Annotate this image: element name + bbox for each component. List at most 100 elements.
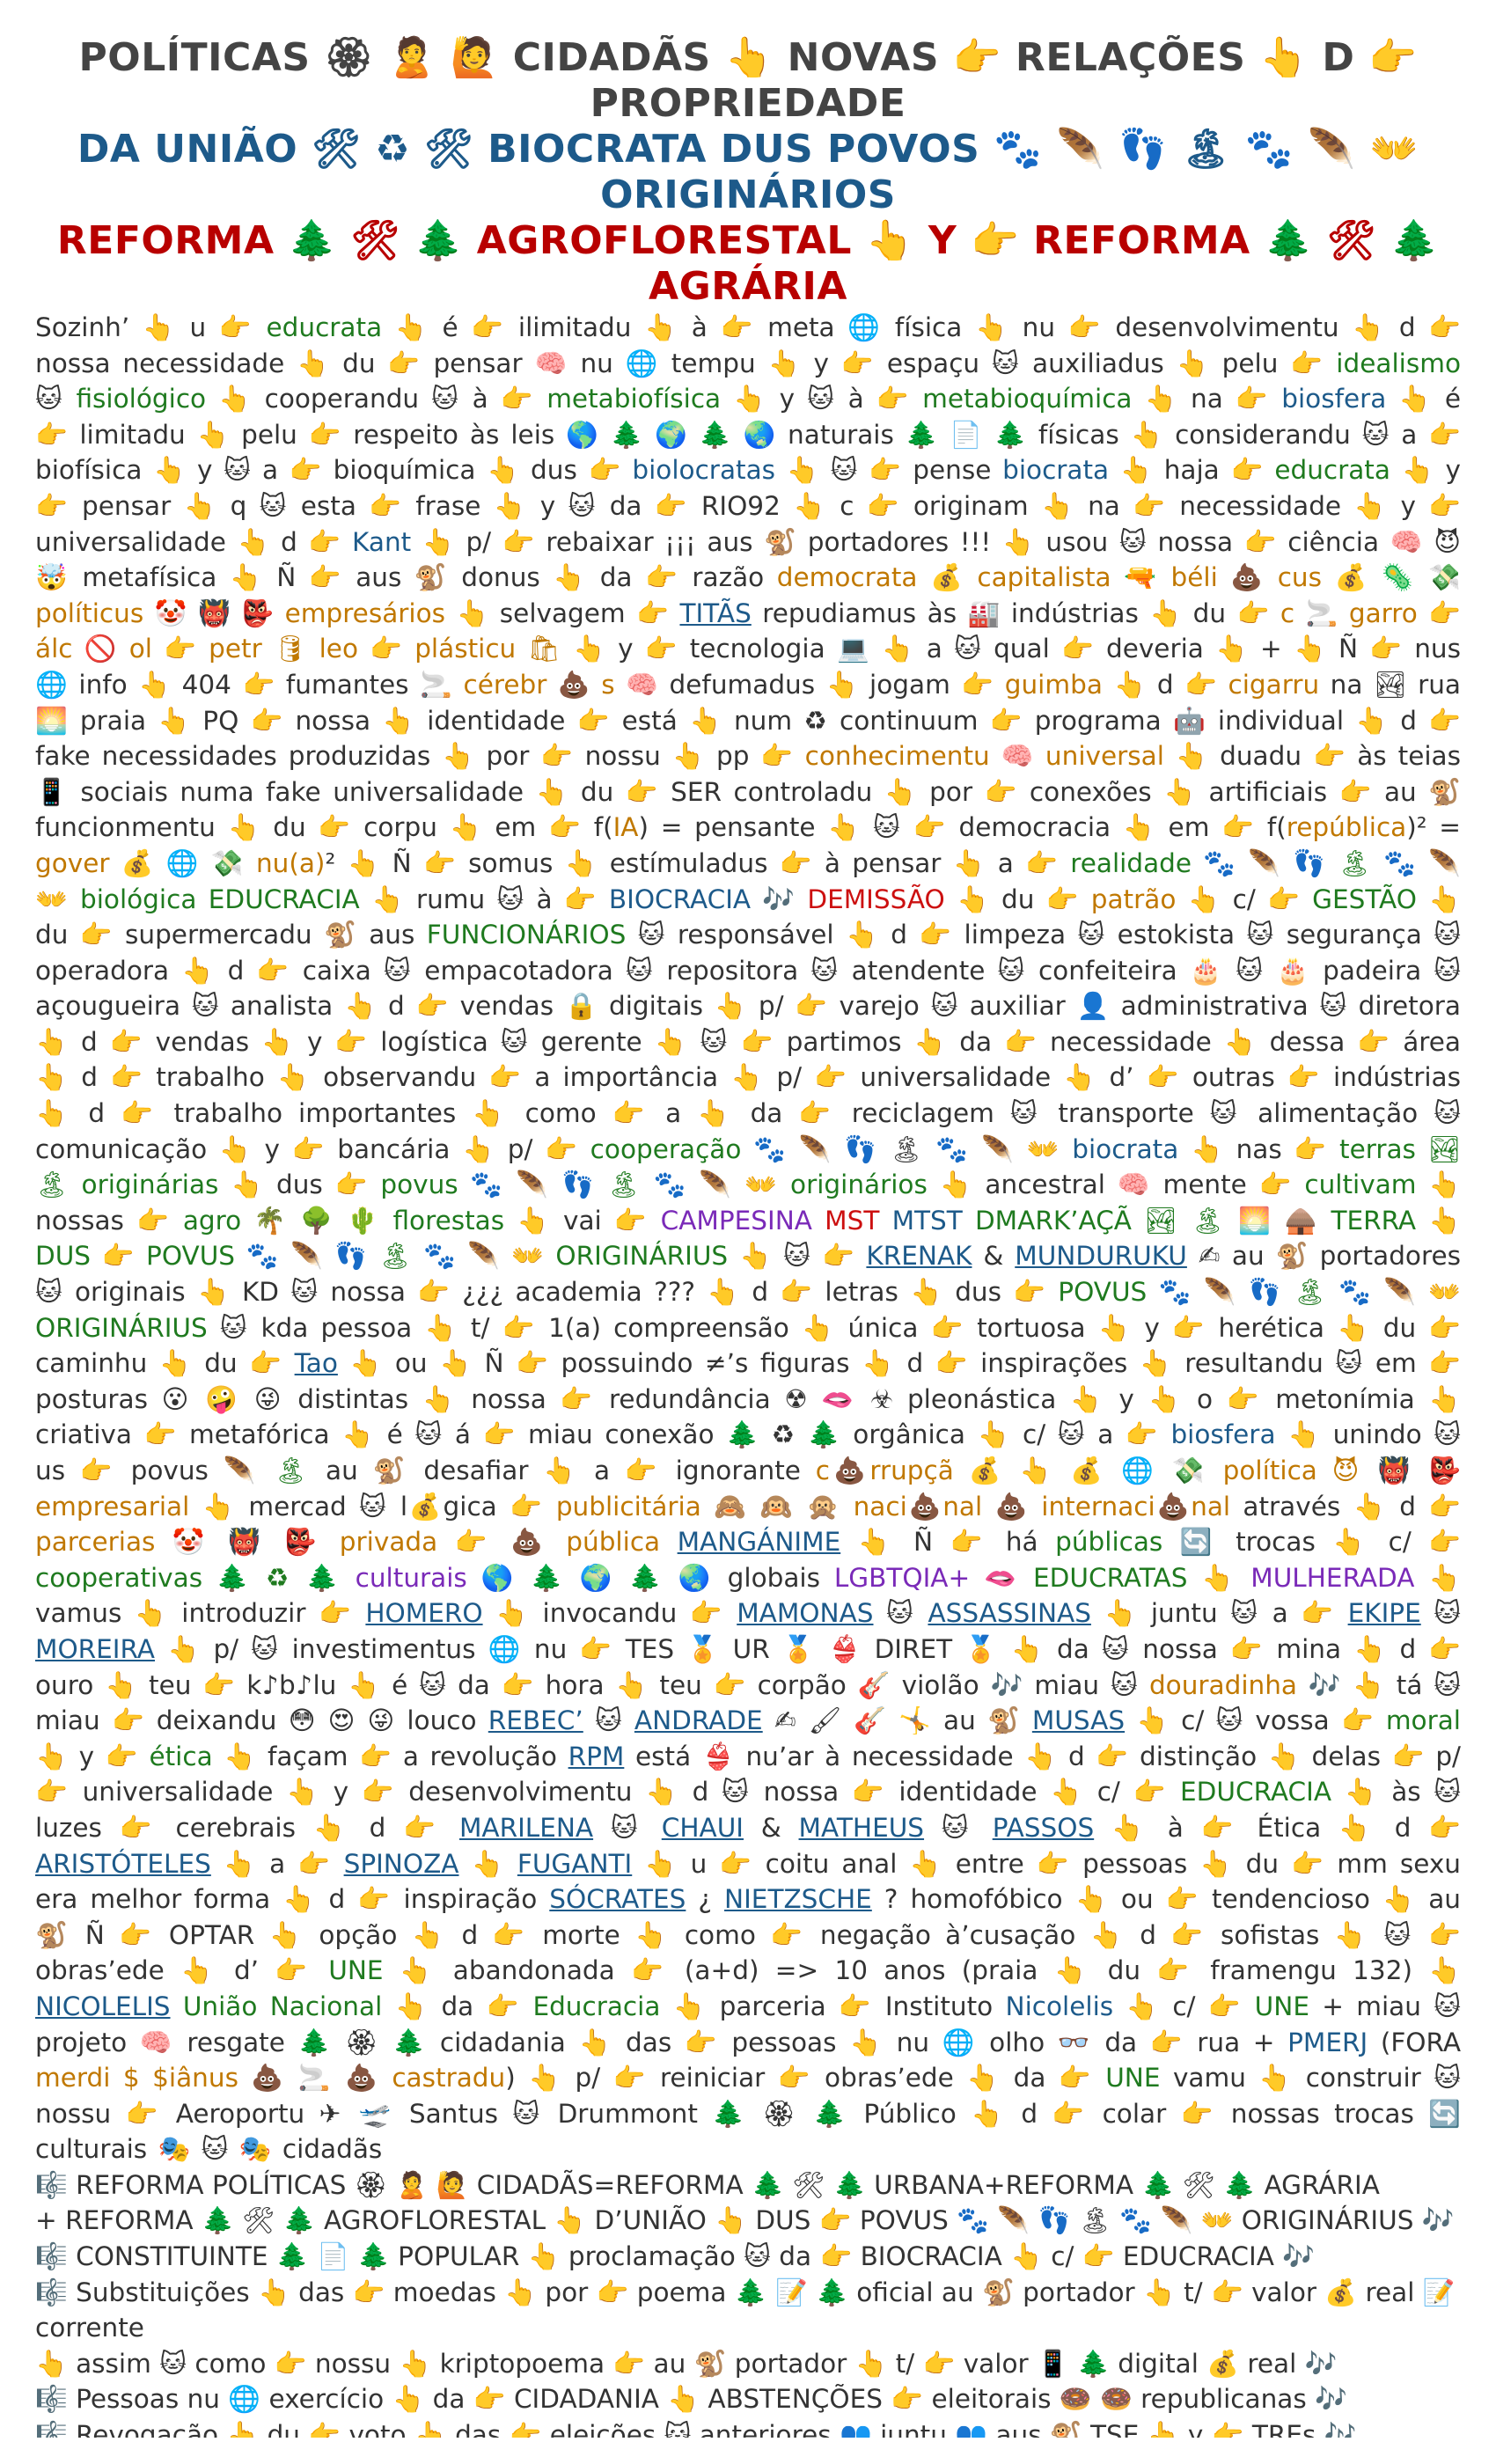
text-run	[316, 2205, 324, 2235]
text-run: CONSTITUINTE 🌲 📄 🌲 POPULAR	[76, 2241, 520, 2272]
text-run[interactable]: MUSAS	[1031, 1705, 1126, 1736]
text-run: cooperação	[590, 1133, 742, 1164]
list-item: 🎼 Substituições 👆 das 👉 moedas 👆 por 👉 p…	[35, 2275, 1461, 2346]
text-run: 🎶 👆 tá 🐱 miau 👉 deixandu 😳 😍 😜 louco	[35, 1669, 1461, 1736]
text-run[interactable]: PASSOS	[992, 1812, 1095, 1843]
text-run: 👆 du 👉 supermercadu 🐒 aus	[35, 884, 1461, 950]
title-line-3: REFORMA 🌲 🛠 🌲 AGROFLORESTAL 👆 Y 👉 REFORM…	[56, 218, 1440, 309]
text-run: 👆 às 🐱 luzes 👉 cerebrais 👆 d 👉	[35, 1777, 1461, 1843]
text-run: 👆 façam 👉 a revolução	[212, 1741, 568, 1771]
text-run: educrata	[266, 312, 383, 342]
text-run[interactable]: MARILENA	[458, 1812, 594, 1843]
text-run: PMERJ	[1287, 2027, 1368, 2057]
reform-list: 🎼 REFORMA POLÍTICAS 🏵 🙎 🙋 CIDADÃS= REFORM…	[35, 2167, 1461, 2438]
text-run: &	[972, 1241, 1016, 1272]
text-run: 🐱 kda pessoa 👆 t/ 👉 1(a) compreensão 👆 ú…	[35, 1312, 1461, 1379]
text-run[interactable]: Tao	[294, 1348, 338, 1379]
text-run: 👆 duadu 👉 às teias 📱 sociais numa fake u…	[35, 741, 1461, 843]
text-run: DMARK’AÇÃ 🏞 🏝 🌅 🛖 TERRA 👆 DUS 👉 POVUS 🐾 …	[35, 1205, 1461, 1272]
text-run: 👆 é 👉 limitadu 👆 pelu 👉 respeito às leis…	[35, 384, 1461, 486]
text-run: au 🐒 desafiar 👆 a 👉 ignorante	[311, 1456, 816, 1485]
text-run[interactable]: MAMONAS	[737, 1598, 874, 1629]
text-run[interactable]: FUGANTI	[517, 1848, 633, 1879]
text-run: 🎶	[1273, 2241, 1316, 2272]
text-run[interactable]: EKIPE	[1347, 1598, 1421, 1629]
text-run: CAMPESINA	[660, 1205, 812, 1236]
text-run: BIOCRACIA	[608, 884, 752, 914]
text-run: UNE	[328, 1955, 384, 1986]
text-run: 👆 assim 🐱 como 👉 nossu 👆 kriptopoema 👉 a…	[35, 2348, 1338, 2379]
text-run[interactable]: ARISTÓTELES	[35, 1848, 211, 1879]
text-run: patrão	[1090, 884, 1177, 914]
list-item: 🎼 Revogação 👆 du 👉 voto 👆 das 👉 eleições…	[35, 2417, 1461, 2438]
text-run: DEMISSÃO	[807, 884, 945, 914]
text-run: ) = pensante 👆 🐱 👉 democracia 👆 em 👉 f(	[638, 812, 1287, 843]
text-run[interactable]: KRENAK	[866, 1241, 972, 1272]
text-run: agro 🌴 🌳 🌵 florestas	[182, 1205, 505, 1236]
text-run[interactable]: SPINOZA	[343, 1848, 459, 1879]
text-run: 👆 mercad 🐱 l💰gica 👉	[189, 1491, 556, 1522]
text-run: 👆 invocandu 👉	[482, 1598, 737, 1629]
text-run: 🐱	[593, 1812, 662, 1843]
text-run[interactable]: MANGÁNIME	[677, 1527, 841, 1558]
text-run[interactable]: CHAUI	[661, 1812, 744, 1843]
title-line-1: POLÍTICAS 🏵 🙎 🙋 CIDADÃS 👆 NOVAS 👉 RELAÇÕ…	[78, 35, 1418, 126]
list-item: 🎼 Pessoas nu 🌐 exercício 👆 da 👉 CIDADANI…	[35, 2381, 1461, 2417]
text-run: douradinha	[1148, 1669, 1298, 1700]
text-run: 👆 D’UNIÃO 👆 DUS 👉	[546, 2205, 860, 2236]
text-run: Nicolelis	[1005, 1991, 1114, 2021]
text-run: UNE	[1105, 2063, 1161, 2094]
document-page: POLÍTICAS 🏵 🙎 🙋 CIDADÃS 👆 NOVAS 👉 RELAÇÕ…	[35, 35, 1461, 2438]
text-run: 👆 selvagem 👉	[445, 598, 680, 628]
text-run: idealismo	[1336, 348, 1461, 378]
text-run: ¿	[686, 1884, 725, 1915]
text-run: &	[744, 1812, 799, 1843]
text-run: POVUS 🐾 🪶 👣 🏝 🐾 🪶 👐 ORIGINÁRIUS	[859, 2205, 1414, 2236]
text-run: 🌎 🌲 🌍 🌲 🌏 globais	[466, 1562, 834, 1593]
text-run[interactable]: MOREIRA	[35, 1633, 155, 1664]
text-run: 🐱	[924, 1812, 993, 1843]
text-run: 👆 🐱 👉 pense	[775, 455, 1003, 486]
text-run[interactable]: ANDRADE	[634, 1705, 763, 1736]
text-run: 👆 c/ 👉	[1001, 2241, 1123, 2272]
text-run: 👆 y 🐱 à 👉	[721, 384, 923, 414]
text-run: 🎼 REFORMA POLÍTICAS 🏵 🙎 🙋 CIDADÃS=	[35, 2169, 616, 2200]
text-run: POVUS 🐾 🪶 👣 🏝 🐾 🪶 👐 ORIGINÁRIUS	[35, 1277, 1461, 1343]
text-run: 👆 🐱 👉	[728, 1241, 867, 1272]
text-run: defumadus 👆 jogam 👉	[658, 669, 1005, 700]
text-run[interactable]: NIETZSCHE	[724, 1884, 872, 1915]
text-run: povus 🐾 🪶 👣 🏝 🐾 🪶 👐 originários	[380, 1170, 928, 1200]
text-run[interactable]: TITÃS	[679, 598, 752, 628]
text-run: 👆 nossas 👉	[35, 1170, 1461, 1236]
text-run[interactable]: ASSASSINAS	[928, 1598, 1091, 1629]
text-run: 👆 parceria 👉 Instituto	[660, 1991, 1006, 2021]
text-run: MULHERADA	[1250, 1562, 1415, 1593]
text-run: terras 🏞 🏝 originárias	[35, 1133, 1461, 1200]
text-run: conhecimentu 🧠 universal	[804, 741, 1164, 772]
text-run: 👆 u 👉 coitu anal 👆 entre 👉 pessoas 👆 du …	[35, 1848, 1461, 1915]
text-run: EDUCRACIA	[1180, 1777, 1332, 1808]
text-run[interactable]: MUNDURUKU	[1015, 1241, 1187, 1272]
text-run[interactable]: HOMERO	[365, 1598, 483, 1629]
list-item: 🎼 REFORMA POLÍTICAS 🏵 🙎 🙋 CIDADÃS= REFORM…	[35, 2167, 1461, 2204]
text-run: 👆 p/ 🐱 investimentus 🌐 nu 👉 TES 🏅 UR 🏅 👙…	[35, 1633, 1461, 1700]
list-item: 👆 assim 🐱 como 👉 nossu 👆 kriptopoema 👉 a…	[35, 2346, 1461, 2382]
text-run: c💩rrupçã 💰 👆 💰 🌐 💸 política 😈 👹 👺 empres…	[35, 1456, 1461, 1522]
text-run: biocrata	[1072, 1133, 1179, 1164]
text-run: 🎼 Substituições 👆 das 👉 moedas 👆 por 👉 p…	[35, 2277, 857, 2307]
text-run: 👆 da 👉	[382, 1991, 533, 2021]
text-run: REFORMA 🌲 🛠 🌲	[1005, 2169, 1257, 2200]
text-run: 👆 na 👉	[1132, 384, 1282, 414]
text-run[interactable]: SÓCRATES	[549, 1884, 686, 1915]
text-run: 🎼 Revogação 👆 du 👉 voto 👆 das 👉 eleições…	[35, 2420, 1357, 2438]
text-run: está 👙 nu’ar à necessidade 👆 d 👉 distinç…	[35, 1741, 1461, 1808]
text-run[interactable]: NICOLELIS	[35, 1991, 171, 2021]
text-run: 👆 y 👉 tecnologia 💻 👆 a 🐱 qual 👉 deveria …	[35, 634, 1461, 700]
text-run[interactable]: RPM	[568, 1741, 625, 1771]
text-run: AGROFLORESTAL	[324, 2205, 546, 2236]
text-run[interactable]: REBEC’	[488, 1705, 583, 1736]
text-run[interactable]: MATHEUS	[798, 1812, 925, 1843]
text-run: FUNCIONÁRIOS	[426, 920, 627, 950]
text-run: 👆 abandonada 👉 (a+d) => 10 anos (praia 👆…	[383, 1955, 1461, 1986]
text-run: (FORA	[1368, 2027, 1461, 2057]
